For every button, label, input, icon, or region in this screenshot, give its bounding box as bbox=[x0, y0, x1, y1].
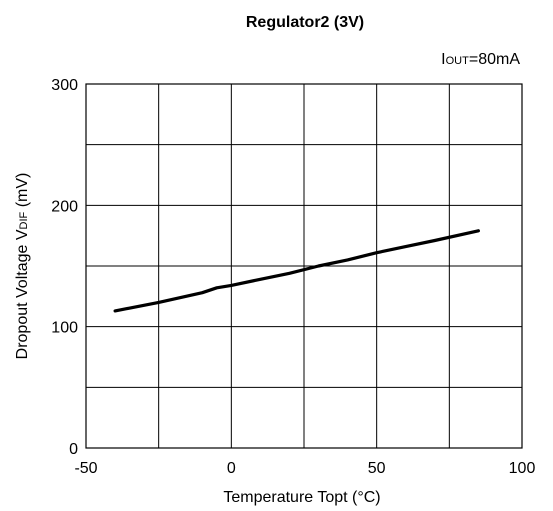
y-tick-label: 200 bbox=[51, 198, 78, 215]
y-tick-label: 100 bbox=[51, 320, 78, 337]
y-axis-label-rest: (mV) bbox=[14, 173, 31, 212]
y-tick-label: 300 bbox=[51, 77, 78, 94]
x-axis-label: Temperature Topt (°C) bbox=[223, 489, 380, 506]
annotation-iout: IOUT=80mA bbox=[441, 51, 520, 68]
y-axis-label-sub: DIF bbox=[18, 211, 30, 229]
grid bbox=[86, 84, 522, 448]
plot-frame bbox=[85, 83, 523, 449]
x-tick-label: 50 bbox=[368, 460, 386, 477]
annotation-rest: =80mA bbox=[469, 51, 520, 68]
x-tick-label: -50 bbox=[74, 460, 97, 477]
chart-title: Regulator2 (3V) bbox=[246, 14, 364, 31]
annotation-sub: OUT bbox=[446, 55, 470, 67]
y-ticks: 0 100 200 300 bbox=[51, 77, 78, 458]
x-tick-label: 0 bbox=[227, 460, 236, 477]
annotation-main: I bbox=[441, 51, 445, 68]
y-axis-label-main: Dropout Voltage V bbox=[14, 229, 31, 359]
series-line-1 bbox=[113, 229, 480, 313]
y-axis-label: Dropout Voltage VDIF (mV) bbox=[14, 173, 31, 360]
series-group bbox=[113, 229, 480, 313]
y-tick-label: 0 bbox=[69, 441, 78, 458]
x-tick-label: 100 bbox=[509, 460, 536, 477]
x-ticks: -50 0 50 100 bbox=[74, 460, 535, 477]
